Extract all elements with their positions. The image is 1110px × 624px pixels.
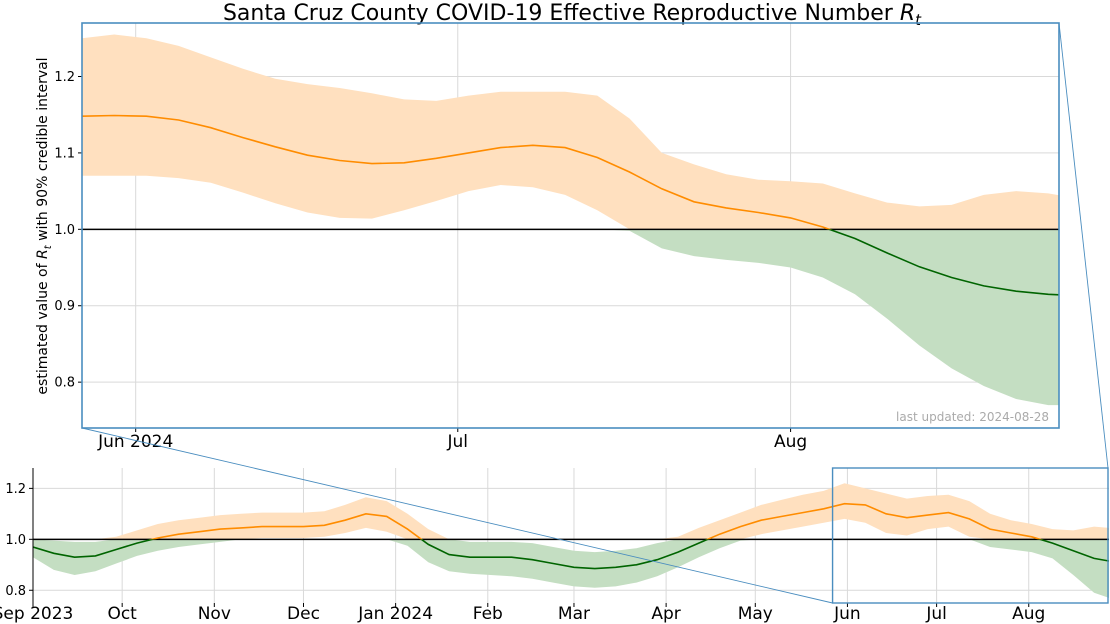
chart-title-var: R bbox=[900, 1, 915, 26]
main-y-tick-label: 1.1 bbox=[54, 146, 75, 161]
overview-x-tick-label: Feb bbox=[473, 604, 503, 624]
chart-title: Santa Cruz County COVID-19 Effective Rep… bbox=[223, 1, 922, 29]
overview-x-tick-label: Sep 2023 bbox=[0, 604, 73, 624]
main-x-axis: Jun 2024 Jul Aug bbox=[97, 428, 807, 452]
connector-left bbox=[81, 427, 833, 604]
main-rt-line-below bbox=[826, 229, 1059, 296]
overview-rt-line-above bbox=[149, 502, 1043, 540]
overview-y-tick-label: 1.0 bbox=[5, 533, 26, 548]
main-y-tick-label: 0.8 bbox=[54, 376, 75, 391]
main-x-tick-label: Jul bbox=[447, 432, 469, 452]
chart-title-sub: t bbox=[915, 11, 922, 29]
main-plot-frame bbox=[81, 22, 1060, 429]
overview-x-tick-label: Oct bbox=[107, 604, 137, 624]
main-x-tick-label: Jun 2024 bbox=[97, 432, 173, 452]
overview-x-tick-label: Jul bbox=[925, 604, 947, 624]
overview-x-tick-label: Jan 2024 bbox=[357, 604, 433, 624]
overview-x-tick-label: Apr bbox=[651, 604, 680, 624]
overview-x-tick-label: Aug bbox=[1012, 604, 1045, 624]
main-y-tick-label: 1.0 bbox=[54, 223, 75, 238]
y-axis-label-sub: t bbox=[43, 244, 54, 249]
overview-x-tick-label: Mar bbox=[558, 604, 590, 624]
y-axis-label-pre: estimated value of bbox=[35, 259, 51, 395]
overview-plot: 0.8 1.0 1.2 Sep 2023 Oct Nov Dec Jan 2024 Feb Ma… bbox=[0, 467, 1109, 624]
y-axis-label: estimated value of Rt with 90% credible … bbox=[35, 57, 54, 394]
main-x-tick-label: Aug bbox=[774, 432, 807, 452]
connector-right bbox=[1058, 22, 1109, 469]
chart-title-main: Santa Cruz County COVID-19 Effective Rep… bbox=[223, 1, 900, 26]
overview-rt-line-below bbox=[33, 539, 1109, 570]
overview-interval-above-1 bbox=[33, 483, 1109, 540]
main-credible-interval bbox=[82, 34, 1059, 406]
main-plot: 0.8 0.9 1.0 1.1 1.2 Jun 2024 Jul Aug last upda… bbox=[35, 22, 1060, 452]
main-rt-line-above bbox=[82, 114, 832, 230]
main-y-tick-label: 0.9 bbox=[54, 299, 75, 314]
zoom-window-box bbox=[831, 467, 1109, 604]
overview-y-tick-label: 1.2 bbox=[5, 482, 26, 497]
overview-series bbox=[33, 502, 1109, 570]
overview-x-tick-label: May bbox=[738, 604, 773, 624]
overview-x-tick-label: Dec bbox=[287, 604, 320, 624]
y-axis-label-var: R bbox=[35, 249, 51, 259]
overview-y-axis: 0.8 1.0 1.2 bbox=[5, 482, 33, 599]
main-y-tick-label: 1.2 bbox=[54, 70, 75, 85]
y-axis-label-post: with 90% credible interval bbox=[35, 57, 51, 245]
overview-y-tick-label: 0.8 bbox=[5, 584, 26, 599]
last-updated-label: last updated: 2024-08-28 bbox=[896, 410, 1049, 424]
main-y-axis: 0.8 0.9 1.0 1.1 1.2 bbox=[54, 70, 82, 391]
zoom-connectors bbox=[81, 22, 1109, 604]
main-interval-above-1 bbox=[82, 34, 1059, 230]
overview-x-tick-label: Nov bbox=[198, 604, 231, 624]
main-series bbox=[82, 114, 1059, 296]
overview-x-tick-label: Jun bbox=[833, 604, 861, 624]
overview-credible-interval bbox=[33, 483, 1109, 598]
main-interval-below-1 bbox=[82, 229, 1059, 406]
overview-x-axis: Sep 2023 Oct Nov Dec Jan 2024 Feb Mar Apr May Jun… bbox=[0, 603, 1045, 624]
overview-interval-below-1 bbox=[33, 539, 1109, 598]
